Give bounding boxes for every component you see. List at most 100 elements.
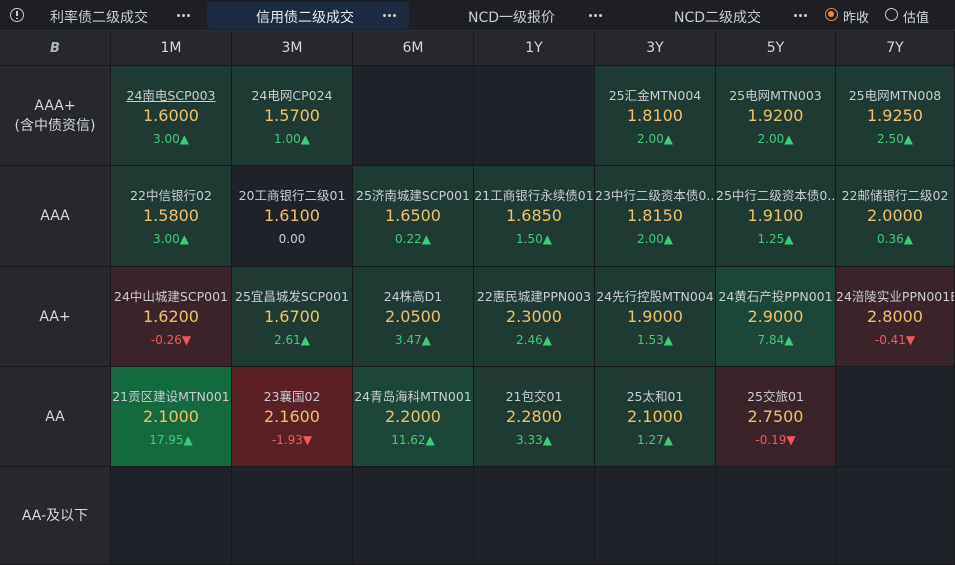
bond-cell[interactable]: 24南电SCP003 1.6000 3.00▲ — [111, 66, 232, 166]
bond-change: -1.93▼ — [271, 433, 313, 447]
bond-name[interactable]: 24青岛海科MTN001 — [354, 389, 472, 404]
bond-change: 1.27▲ — [637, 433, 673, 447]
bond-cell[interactable]: 22邮储银行二级02 2.0000 0.36▲ — [836, 166, 955, 267]
empty-cell — [474, 467, 595, 565]
bond-cell[interactable]: 21工商银行永续债01 1.6850 1.50▲ — [474, 166, 595, 267]
bond-cell[interactable]: 25交旅01 2.7500 -0.19▼ — [716, 367, 836, 467]
bond-change: 11.62▲ — [391, 433, 435, 447]
bond-change: 3.00▲ — [153, 132, 189, 146]
bond-yield: 1.6000 — [143, 106, 199, 125]
radio-valuation[interactable] — [885, 8, 898, 21]
bond-change: -0.19▼ — [755, 433, 796, 447]
bond-cell[interactable]: 24先行控股MTN004 1.9000 1.53▲ — [595, 267, 716, 367]
bond-cell[interactable]: 25济南城建SCP001 1.6500 0.22▲ — [353, 166, 474, 267]
bond-cell[interactable]: 25汇金MTN004 1.8100 2.00▲ — [595, 66, 716, 166]
column-header-6m[interactable]: 6M — [353, 31, 474, 66]
more-icon[interactable] — [177, 14, 191, 17]
bond-cell[interactable]: 21包交01 2.2800 3.33▲ — [474, 367, 595, 467]
bond-cell[interactable]: 25电网MTN008 1.9250 2.50▲ — [836, 66, 955, 166]
bond-change: 2.46▲ — [516, 333, 552, 347]
bond-change: 0.22▲ — [395, 232, 431, 246]
bond-change: 2.00▲ — [637, 132, 673, 146]
bond-change: 2.50▲ — [877, 132, 913, 146]
bond-cell[interactable]: 21贡区建设MTN001 2.1000 17.95▲ — [111, 367, 232, 467]
bond-change: 0.00 — [278, 232, 306, 246]
bond-name[interactable]: 22惠民城建PPN003 — [476, 289, 592, 304]
bond-cell[interactable]: 24黄石产投PPN001 2.9000 7.84▲ — [716, 267, 836, 367]
column-header-5y[interactable]: 5Y — [716, 31, 836, 66]
empty-cell — [716, 467, 836, 565]
bond-name[interactable]: 21工商银行永续债01 — [474, 188, 594, 203]
bond-cell[interactable]: 25中行二级资本债0... 1.9100 1.25▲ — [716, 166, 836, 267]
bond-cell[interactable]: 23中行二级资本债0... 1.8150 2.00▲ — [595, 166, 716, 267]
bond-name[interactable]: 25电网MTN003 — [729, 88, 822, 103]
tab-rate-bond-secondary[interactable]: 利率债二级成交 — [30, 2, 206, 29]
column-header-1m[interactable]: 1M — [111, 31, 232, 66]
column-header-7y[interactable]: 7Y — [836, 31, 955, 66]
bond-yield: 2.2000 — [385, 407, 441, 426]
bond-cell[interactable]: 25太和01 2.1000 1.27▲ — [595, 367, 716, 467]
column-header-3m[interactable]: 3M — [232, 31, 353, 66]
bond-name[interactable]: 24先行控股MTN004 — [596, 289, 714, 304]
row-header-3: AA — [0, 367, 111, 467]
more-icon[interactable] — [383, 14, 397, 17]
bond-change: 1.00▲ — [274, 132, 310, 146]
bond-name[interactable]: 23襄国02 — [263, 389, 321, 404]
bond-yield: 2.9000 — [747, 307, 804, 326]
bond-yield: 2.0500 — [385, 307, 441, 326]
bond-yield: 1.6850 — [506, 206, 562, 225]
bond-name[interactable]: 25中行二级资本债0... — [716, 188, 835, 203]
row-header-label: AA — [45, 408, 65, 425]
more-icon[interactable] — [794, 14, 808, 17]
bond-cell[interactable]: 24青岛海科MTN001 2.2000 11.62▲ — [353, 367, 474, 467]
bond-change: -0.26▼ — [150, 333, 192, 347]
empty-cell — [595, 467, 716, 565]
bond-name[interactable]: 23中行二级资本债0... — [595, 188, 715, 203]
bond-yield: 1.8150 — [627, 206, 683, 225]
bond-name[interactable]: 24电网CP024 — [251, 88, 333, 103]
bond-cell[interactable]: 24涪陵实业PPN001B 2.8000 -0.41▼ — [836, 267, 955, 367]
tab-ncd-secondary[interactable]: NCD二级成交 — [616, 2, 816, 29]
bond-cell[interactable]: 25宜昌城发SCP001 1.6700 2.61▲ — [232, 267, 353, 367]
bond-name[interactable]: 25电网MTN008 — [848, 88, 942, 103]
bond-name[interactable]: 25济南城建SCP001 — [356, 188, 470, 203]
bond-name[interactable]: 22邮储银行二级02 — [841, 188, 949, 203]
bond-cell[interactable]: 22中信银行02 1.5800 3.00▲ — [111, 166, 232, 267]
bond-cell[interactable]: 25电网MTN003 1.9200 2.00▲ — [716, 66, 836, 166]
radio-prev-close[interactable] — [825, 8, 838, 21]
info-icon[interactable] — [10, 8, 24, 22]
column-header-3y[interactable]: 3Y — [595, 31, 716, 66]
bond-name[interactable]: 24南电SCP003 — [126, 88, 216, 103]
bond-yield: 1.9000 — [627, 307, 683, 326]
tab-credit-bond-secondary[interactable]: 信用债二级成交 — [207, 2, 409, 29]
bond-cell[interactable]: 22惠民城建PPN003 2.3000 2.46▲ — [474, 267, 595, 367]
bond-name[interactable]: 24黄石产投PPN001 — [718, 289, 833, 304]
bond-name[interactable]: 25交旅01 — [747, 389, 804, 404]
bond-yield: 1.5800 — [143, 206, 199, 225]
bond-cell[interactable]: 23襄国02 2.1600 -1.93▼ — [232, 367, 353, 467]
bond-name[interactable]: 21贡区建设MTN001 — [112, 389, 230, 404]
bond-name[interactable]: 22中信银行02 — [130, 188, 212, 203]
row-header-0: AAA+ (含中债资信) — [0, 66, 111, 166]
more-icon[interactable] — [589, 14, 603, 17]
bond-cell[interactable]: 24中山城建SCP001 1.6200 -0.26▼ — [111, 267, 232, 367]
bond-change: 1.50▲ — [516, 232, 552, 246]
row-header-2: AA+ — [0, 267, 111, 367]
bond-name[interactable]: 24中山城建SCP001 — [114, 289, 228, 304]
bond-name[interactable]: 25宜昌城发SCP001 — [235, 289, 349, 304]
bond-cell[interactable]: 20工商银行二级01 1.6100 0.00 — [232, 166, 353, 267]
bond-name[interactable]: 24涪陵实业PPN001B — [836, 289, 954, 304]
bond-name[interactable]: 25汇金MTN004 — [608, 88, 702, 103]
bond-name[interactable]: 25太和01 — [626, 389, 684, 404]
tab-label: NCD二级成交 — [674, 10, 762, 26]
bond-yield: 1.6100 — [264, 206, 320, 225]
bond-yield: 1.9250 — [867, 106, 923, 125]
bond-name[interactable]: 24株高D1 — [383, 289, 443, 304]
bond-cell[interactable]: 24株高D1 2.0500 3.47▲ — [353, 267, 474, 367]
bond-name[interactable]: 20工商银行二级01 — [238, 188, 346, 203]
bond-cell[interactable]: 24电网CP024 1.5700 1.00▲ — [232, 66, 353, 166]
radio-label-valuation: 估值 — [903, 11, 930, 26]
column-header-1y[interactable]: 1Y — [474, 31, 595, 66]
tab-ncd-primary-quote[interactable]: NCD一级报价 — [410, 2, 614, 29]
bond-name[interactable]: 21包交01 — [505, 389, 563, 404]
